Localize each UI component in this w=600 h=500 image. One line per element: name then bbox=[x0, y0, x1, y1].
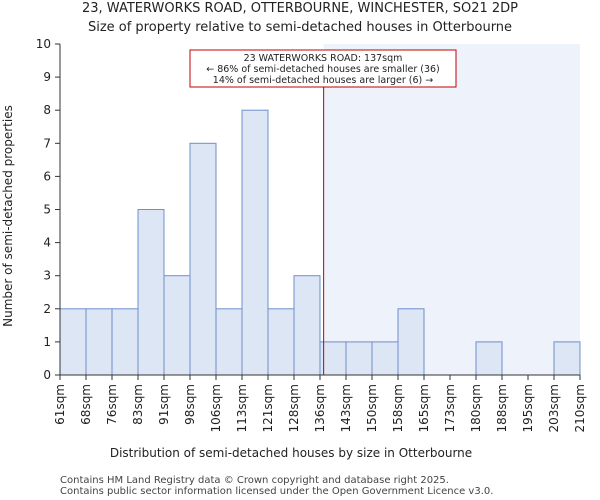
y-tick-label: 0 bbox=[43, 368, 51, 382]
bar-128sqm bbox=[293, 275, 321, 376]
y-tick-label: 10 bbox=[36, 37, 51, 51]
x-tick-label: 113sqm bbox=[235, 384, 249, 432]
x-tick-label: 195sqm bbox=[521, 384, 535, 432]
y-tick-label: 7 bbox=[43, 136, 51, 150]
y-tick-label: 5 bbox=[43, 203, 51, 217]
chart-title: 23, WATERWORKS ROAD, OTTERBOURNE, WINCHE… bbox=[82, 1, 518, 16]
x-tick-label: 83sqm bbox=[131, 384, 145, 425]
bar-180sqm bbox=[475, 341, 503, 376]
annotation-line-2: ← 86% of semi-detached houses are smalle… bbox=[206, 64, 440, 75]
x-axis-label: Distribution of semi-detached houses by … bbox=[110, 446, 472, 460]
x-tick-label: 173sqm bbox=[443, 384, 457, 432]
bar-158sqm bbox=[397, 308, 425, 376]
y-axis: 0 1 2 3 4 5 6 7 8 9 10 bbox=[36, 37, 61, 382]
x-tick-label: 68sqm bbox=[79, 384, 93, 425]
x-axis: 61sqm 68sqm 76sqm 83sqm 91sqm 98sqm 106sqm 113s… bbox=[53, 374, 587, 432]
y-tick-label: 3 bbox=[43, 269, 51, 283]
bar-98sqm bbox=[189, 142, 217, 376]
x-tick-label: 203sqm bbox=[547, 384, 561, 432]
x-tick-label: 98sqm bbox=[183, 384, 197, 425]
bar-83sqm bbox=[137, 209, 165, 376]
x-tick-label: 91sqm bbox=[157, 384, 171, 425]
y-tick-label: 2 bbox=[43, 302, 51, 316]
x-tick-label: 121sqm bbox=[261, 384, 275, 432]
x-tick-label: 136sqm bbox=[313, 384, 327, 432]
y-axis-label: Number of semi-detached properties bbox=[1, 105, 15, 327]
x-tick-label: 188sqm bbox=[495, 384, 509, 432]
bar-series bbox=[59, 109, 581, 376]
bar-68sqm bbox=[85, 308, 113, 376]
footer-line-2: Contains public sector information licen… bbox=[60, 486, 493, 497]
bar-143sqm bbox=[345, 341, 373, 376]
bar-150sqm bbox=[371, 341, 399, 376]
x-tick-label: 180sqm bbox=[469, 384, 483, 432]
annotation-box: 23 WATERWORKS ROAD: 137sqm ← 86% of semi… bbox=[189, 49, 457, 88]
x-tick-label: 128sqm bbox=[287, 384, 301, 432]
x-tick-label: 150sqm bbox=[365, 384, 379, 432]
annotation-box-frame bbox=[189, 49, 457, 88]
bar-76sqm bbox=[111, 308, 139, 376]
x-tick-label: 158sqm bbox=[391, 384, 405, 432]
y-tick-label: 9 bbox=[43, 70, 51, 84]
bar-121sqm bbox=[267, 308, 295, 376]
y-tick-label: 1 bbox=[43, 335, 51, 349]
larger-properties-shade bbox=[323, 44, 580, 375]
annotation-line-1: 23 WATERWORKS ROAD: 137sqm bbox=[244, 53, 403, 64]
bar-106sqm bbox=[215, 308, 243, 376]
annotation-line-3: 14% of semi-detached houses are larger (… bbox=[213, 75, 433, 86]
x-tick-label: 143sqm bbox=[339, 384, 353, 432]
bar-113sqm bbox=[241, 109, 269, 376]
y-tick-label: 6 bbox=[43, 169, 51, 183]
x-tick-label: 165sqm bbox=[417, 384, 431, 432]
chart-subtitle: Size of property relative to semi-detach… bbox=[88, 20, 512, 35]
bar-61sqm bbox=[59, 308, 87, 376]
footer-line-1: Contains HM Land Registry data © Crown c… bbox=[60, 475, 449, 486]
y-tick-label: 4 bbox=[43, 236, 51, 250]
x-tick-label: 106sqm bbox=[209, 384, 223, 432]
x-tick-label: 210sqm bbox=[573, 384, 587, 432]
bar-203sqm bbox=[553, 341, 581, 376]
y-tick-label: 8 bbox=[43, 103, 51, 117]
x-tick-label: 61sqm bbox=[53, 384, 67, 425]
x-tick-label: 76sqm bbox=[105, 384, 119, 425]
bar-91sqm bbox=[163, 275, 191, 376]
